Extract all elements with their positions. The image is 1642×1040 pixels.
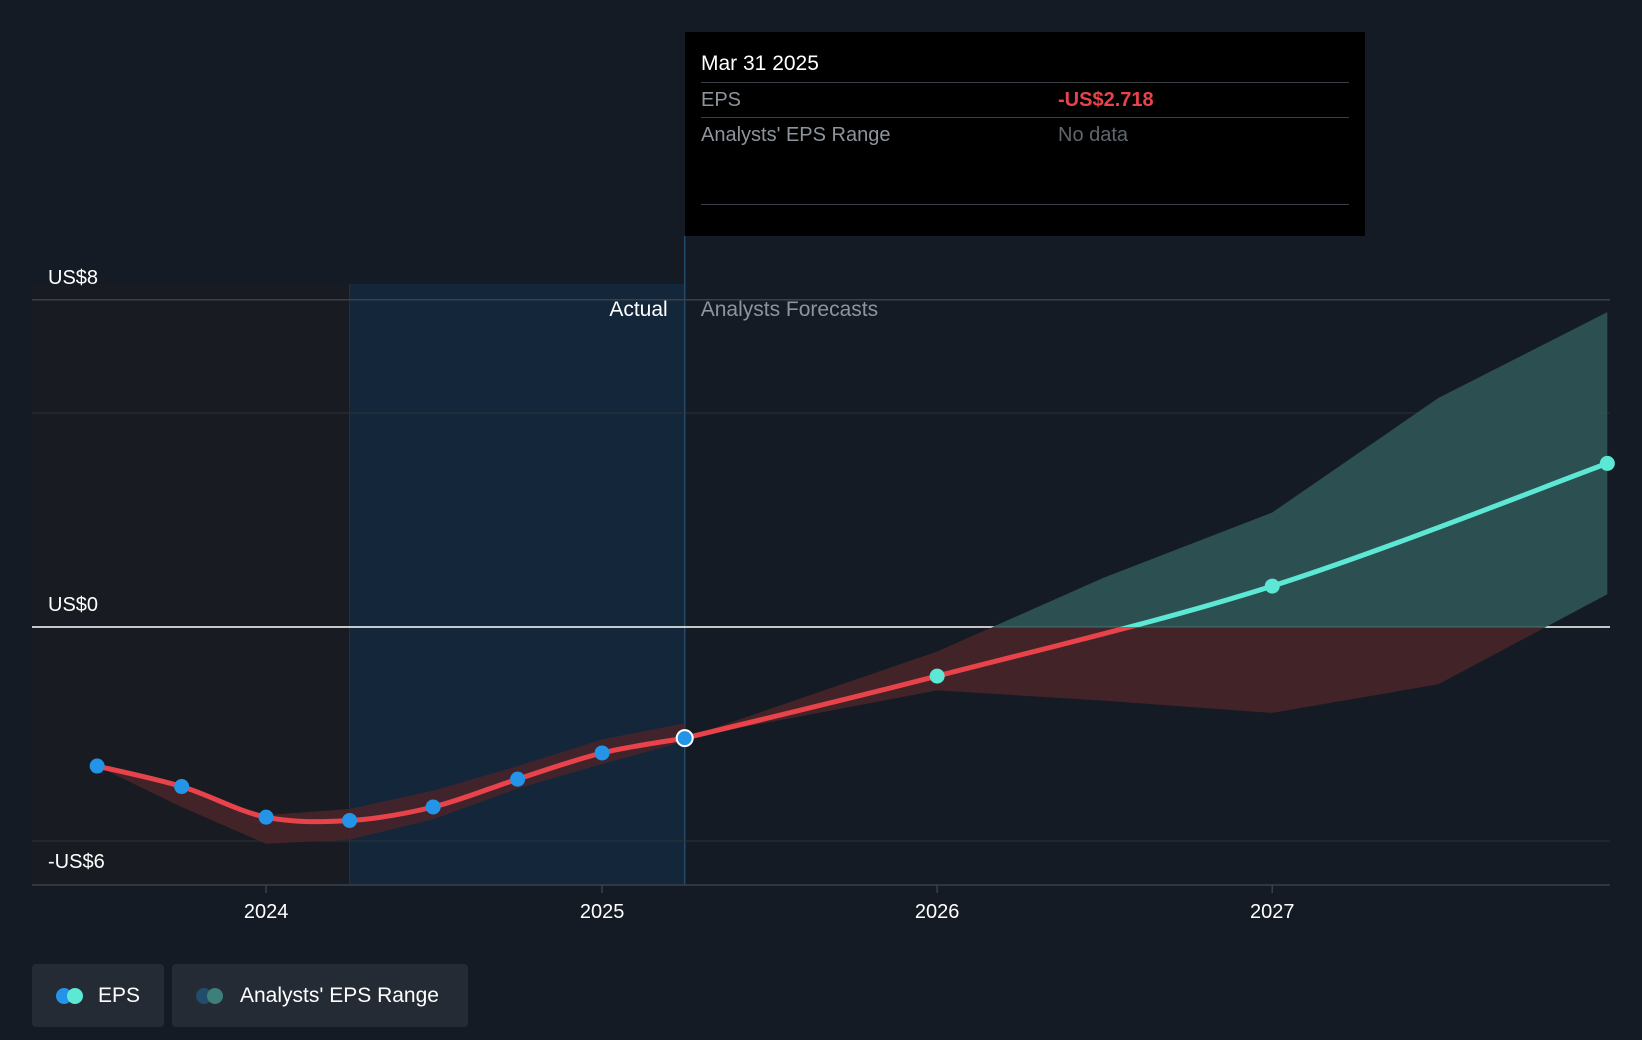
- eps-forecast-point: [1264, 578, 1280, 594]
- tooltip-row-eps: EPS -US$2.718: [701, 83, 1349, 118]
- tooltip-range-label: Analysts' EPS Range: [701, 124, 891, 146]
- past-region: [32, 284, 350, 885]
- y-tick-label: US$8: [48, 267, 98, 289]
- legend-eps-label: EPS: [97, 983, 140, 1007]
- eps-point: [342, 812, 358, 828]
- tooltip: Mar 31 2025 EPS -US$2.718 Analysts' EPS …: [685, 32, 1365, 236]
- tooltip-eps-value: -US$2.718: [1058, 89, 1154, 111]
- x-tick-label: 2026: [915, 901, 960, 923]
- eps-forecast-line-positive: [1119, 461, 1609, 627]
- actual-range-band: [97, 723, 685, 844]
- x-tick-label: 2024: [244, 901, 289, 923]
- eps-point-highlighted: [675, 729, 694, 748]
- eps-legend-icon: [56, 987, 86, 1005]
- eps-point: [174, 779, 190, 795]
- forecast-range-band-negative: [684, 627, 1546, 739]
- legend-analyst-range[interactable]: Analysts' EPS Range: [172, 964, 468, 1027]
- actual-region-label: Actual: [609, 298, 667, 321]
- tooltip-row-range: Analysts' EPS Range No data: [701, 118, 1349, 205]
- y-tick-label: US$0: [48, 594, 98, 616]
- eps-point: [594, 745, 610, 761]
- eps-forecast-line-negative: [684, 627, 1140, 741]
- range-legend-icon: [196, 987, 228, 1005]
- forecast-region-label: Analysts Forecasts: [701, 298, 878, 321]
- eps-actual-line: [94, 735, 688, 825]
- tooltip-range-value: No data: [1058, 124, 1129, 146]
- legend-range-label: Analysts' EPS Range: [240, 983, 439, 1007]
- eps-forecast-point: [929, 668, 945, 684]
- eps-forecast-point: [1599, 455, 1615, 471]
- eps-point: [425, 799, 441, 815]
- eps-point: [258, 809, 274, 825]
- legend-eps[interactable]: EPS: [32, 964, 164, 1027]
- eps-point: [89, 758, 105, 774]
- tooltip-date: Mar 31 2025: [701, 46, 1349, 83]
- eps-point: [510, 771, 526, 787]
- y-tick-label: -US$6: [48, 851, 105, 873]
- forecast-range-band-positive: [992, 312, 1608, 627]
- tooltip-eps-label: EPS: [701, 89, 742, 111]
- highlight-region: [349, 284, 685, 885]
- x-tick-label: 2027: [1250, 901, 1295, 923]
- x-tick-label: 2025: [580, 901, 625, 923]
